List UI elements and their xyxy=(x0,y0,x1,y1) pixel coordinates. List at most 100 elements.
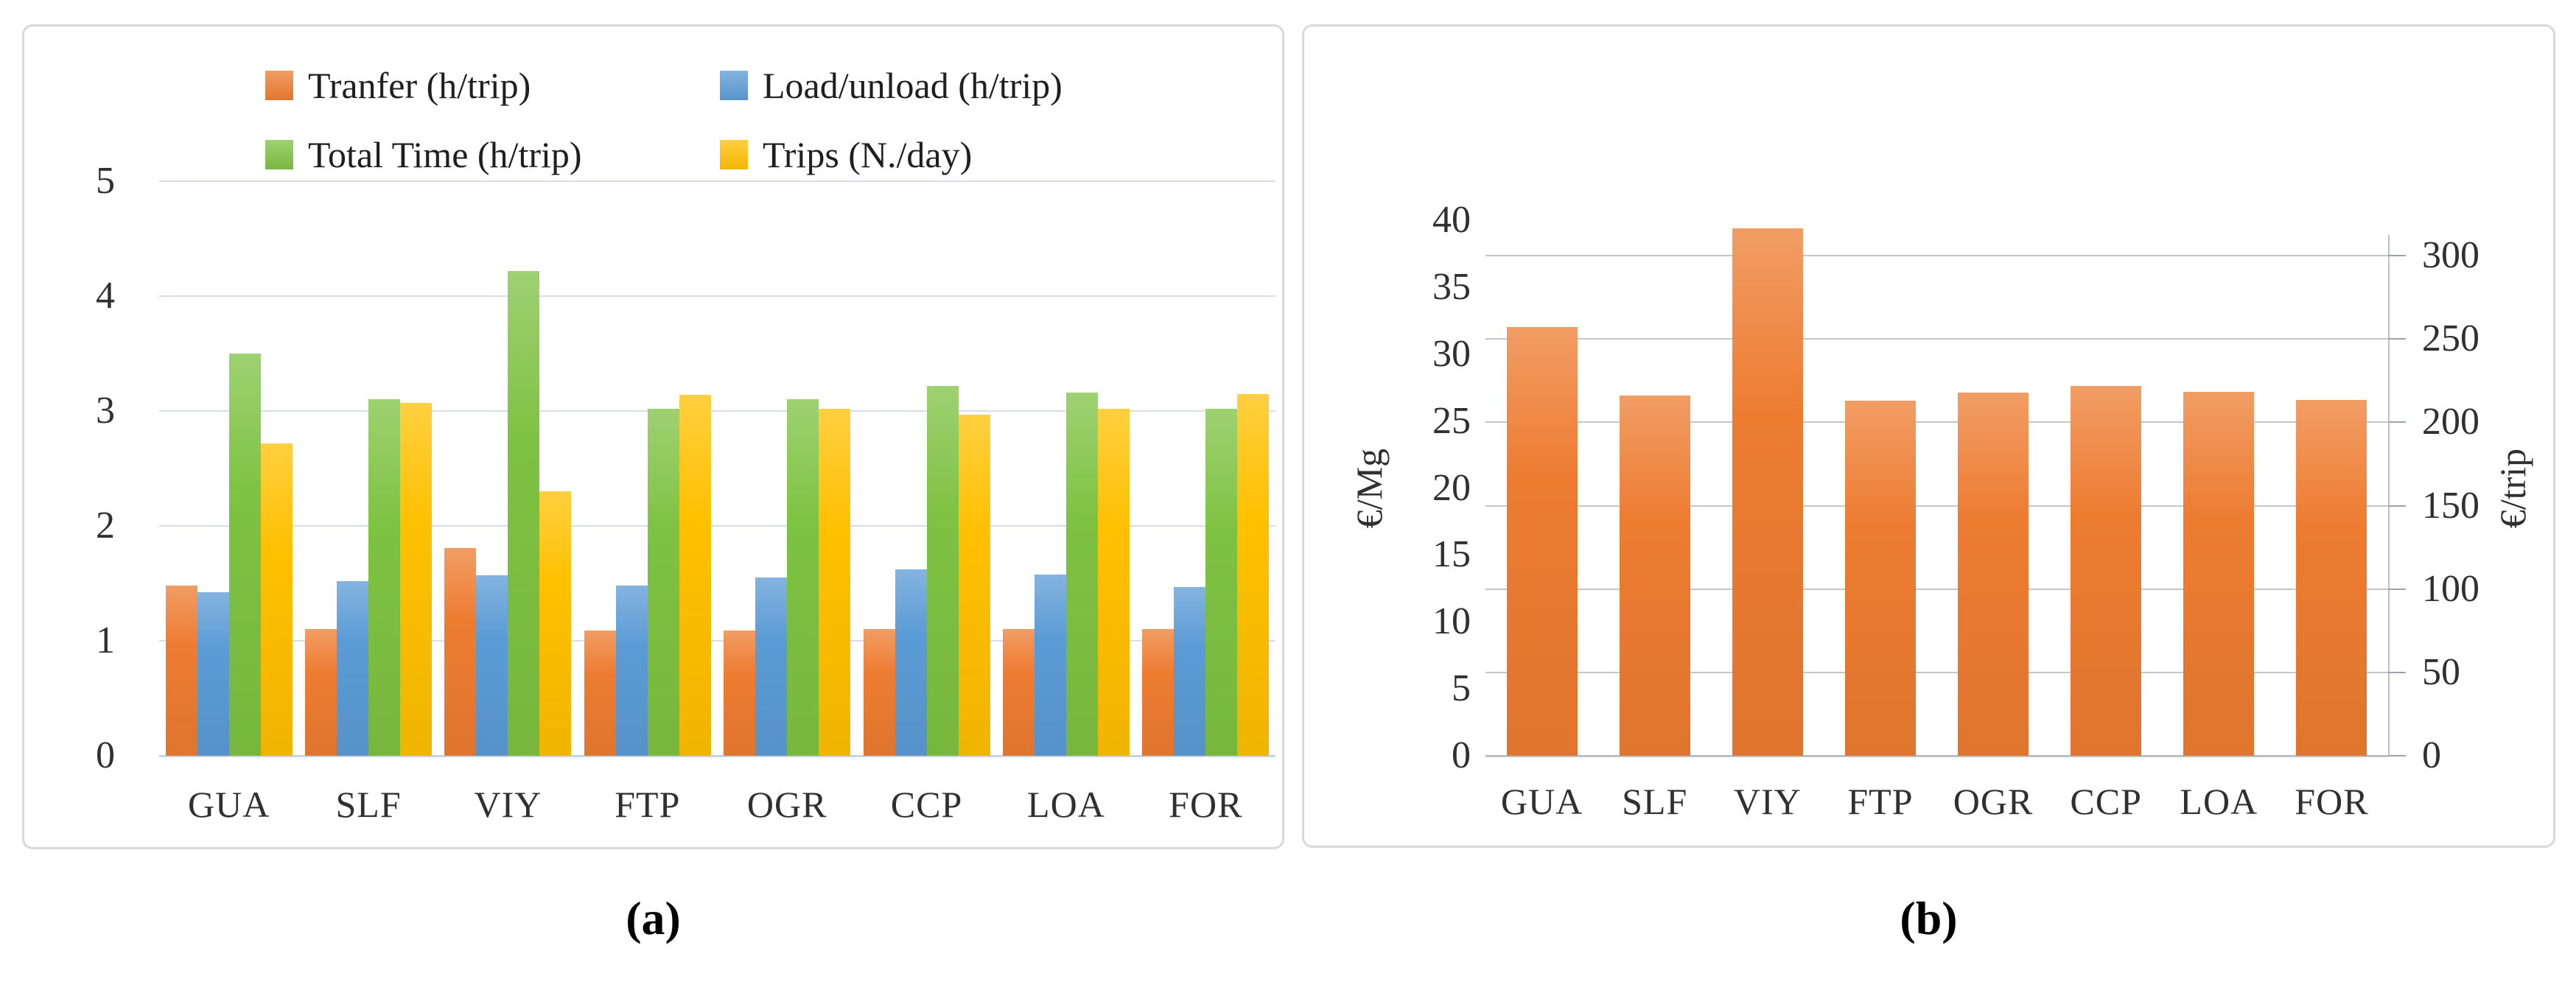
legend-item-trips: Trips (N./day) xyxy=(720,134,1063,175)
legend-swatch-trips-icon xyxy=(720,140,748,169)
bar-ccp-cost xyxy=(2071,386,2142,756)
left-axis-title: €/Mg xyxy=(1348,448,1390,529)
y-tick-label-b-right: 0 xyxy=(2422,734,2441,776)
bar-loa-series0 xyxy=(1002,629,1035,756)
y-tick-label-a: 3 xyxy=(96,390,115,432)
right-axis-tick xyxy=(2388,255,2406,256)
bar-slf-series0 xyxy=(305,629,337,756)
legend-swatch-total-time-icon xyxy=(265,140,293,169)
y-tick-label-a: 2 xyxy=(96,505,115,547)
bar-ccp-series1 xyxy=(895,569,927,756)
bar-loa-series3 xyxy=(1097,408,1130,756)
x-tick-label-b: VIY xyxy=(1733,781,1802,822)
x-tick-label-a: OGR xyxy=(746,784,827,825)
y-tick-label-b-right: 150 xyxy=(2422,484,2479,527)
bar-ogr-cost xyxy=(1958,393,2029,756)
bar-viy-series3 xyxy=(539,491,572,756)
right-axis-title: €/trip xyxy=(2492,448,2533,529)
y-tick-label-b-left: 35 xyxy=(1432,265,1471,308)
bar-ogr-series2 xyxy=(787,399,819,756)
legend-item-total-time: Total Time (h/trip) xyxy=(265,134,720,175)
x-axis-line xyxy=(1485,755,2388,757)
x-tick-label-a: LOA xyxy=(1027,784,1105,825)
bar-ftp-series2 xyxy=(647,408,679,756)
y-tick-label-b-left: 15 xyxy=(1432,533,1471,576)
legend-label-total-time: Total Time (h/trip) xyxy=(308,134,582,175)
x-tick-label-a: CCP xyxy=(890,784,963,825)
gridline xyxy=(159,180,1275,182)
y-tick-label-a: 5 xyxy=(96,160,115,202)
x-tick-label-b: FTP xyxy=(1847,781,1914,822)
bar-for-series0 xyxy=(1142,629,1175,756)
bar-for-series1 xyxy=(1174,586,1206,756)
y-tick-label-a: 1 xyxy=(96,619,115,661)
y-tick-label-b-right: 300 xyxy=(2422,234,2479,276)
caption-a: (a) xyxy=(626,892,681,944)
y-tick-label-b-left: 10 xyxy=(1432,600,1471,643)
x-tick-label-a: FTP xyxy=(615,784,681,825)
y-tick-label-b-left: 25 xyxy=(1432,399,1471,442)
bar-slf-series2 xyxy=(368,399,401,756)
x-tick-label-b: GUA xyxy=(1500,781,1583,822)
gridline xyxy=(159,295,1275,297)
right-axis-line xyxy=(2388,235,2390,756)
bar-ftp-series3 xyxy=(679,395,711,756)
legend-label-transfer: Tranfer (h/trip) xyxy=(308,65,531,106)
bar-gua-series0 xyxy=(165,586,197,756)
right-axis-tick xyxy=(2388,421,2406,424)
right-axis-tick xyxy=(2388,505,2406,507)
chart-a: Tranfer (h/trip) Load/unload (h/trip) To… xyxy=(22,24,1284,849)
y-tick-label-a: 4 xyxy=(96,275,115,317)
bar-slf-cost xyxy=(1619,396,1690,756)
x-tick-label-b: SLF xyxy=(1622,781,1688,822)
y-tick-label-b-right: 100 xyxy=(2422,567,2479,610)
bar-ftp-cost xyxy=(1844,401,1916,756)
x-tick-label-a: FOR xyxy=(1169,784,1243,825)
legend-swatch-transfer-icon xyxy=(265,71,293,100)
y-tick-label-b-right: 50 xyxy=(2422,650,2460,693)
x-tick-label-b: OGR xyxy=(1953,781,2034,822)
bar-viy-series0 xyxy=(444,547,477,756)
gridline xyxy=(159,640,1275,642)
y-tick-label-b-right: 200 xyxy=(2422,401,2479,443)
chart-b: €/Mg 0 5 10 15 20 25 30 35 40 0 50 100 150 200 250 300… xyxy=(1302,24,2555,848)
bar-for-series3 xyxy=(1237,393,1270,756)
plot-area-b xyxy=(1485,220,2406,757)
bar-viy-series2 xyxy=(508,270,540,756)
legend-item-load-unload: Load/unload (h/trip) xyxy=(720,65,1063,106)
y-tick-label-b-left: 20 xyxy=(1432,466,1471,509)
y-tick-label-b-left: 30 xyxy=(1432,332,1471,375)
bar-loa-series2 xyxy=(1065,393,1098,756)
y-tick-label-b-left: 0 xyxy=(1452,734,1471,776)
bar-loa-series1 xyxy=(1034,574,1066,756)
legend-item-transfer: Tranfer (h/trip) xyxy=(265,65,720,106)
bar-for-cost xyxy=(2296,399,2367,756)
x-tick-label-a: GUA xyxy=(188,784,270,825)
bar-slf-series3 xyxy=(400,403,433,756)
bar-ccp-series2 xyxy=(926,385,959,756)
gridline xyxy=(1485,338,2388,340)
bar-loa-cost xyxy=(2183,391,2255,756)
bar-gua-series2 xyxy=(228,354,261,756)
bar-slf-series1 xyxy=(337,580,369,756)
x-tick-label-a: VIY xyxy=(474,784,542,825)
bar-ogr-series3 xyxy=(819,408,851,756)
bar-ftp-series0 xyxy=(584,630,616,756)
x-tick-label-b: CCP xyxy=(2070,781,2142,822)
y-tick-label-b-left: 40 xyxy=(1432,199,1471,241)
legend-label-load-unload: Load/unload (h/trip) xyxy=(763,65,1063,106)
legend: Tranfer (h/trip) Load/unload (h/trip) To… xyxy=(265,65,1063,175)
bar-ftp-series1 xyxy=(615,586,648,756)
right-axis-tick xyxy=(2388,588,2406,590)
gridline xyxy=(1485,671,2388,673)
plot-area-a xyxy=(159,180,1275,757)
gridline xyxy=(159,525,1275,527)
bar-ccp-series0 xyxy=(863,629,895,756)
x-tick-label-b: FOR xyxy=(2295,781,2369,822)
bar-gua-cost xyxy=(1506,327,1578,756)
gridline xyxy=(159,410,1275,412)
legend-label-trips: Trips (N./day) xyxy=(763,134,973,175)
bar-gua-series3 xyxy=(260,443,293,756)
x-tick-label-a: SLF xyxy=(335,784,402,825)
